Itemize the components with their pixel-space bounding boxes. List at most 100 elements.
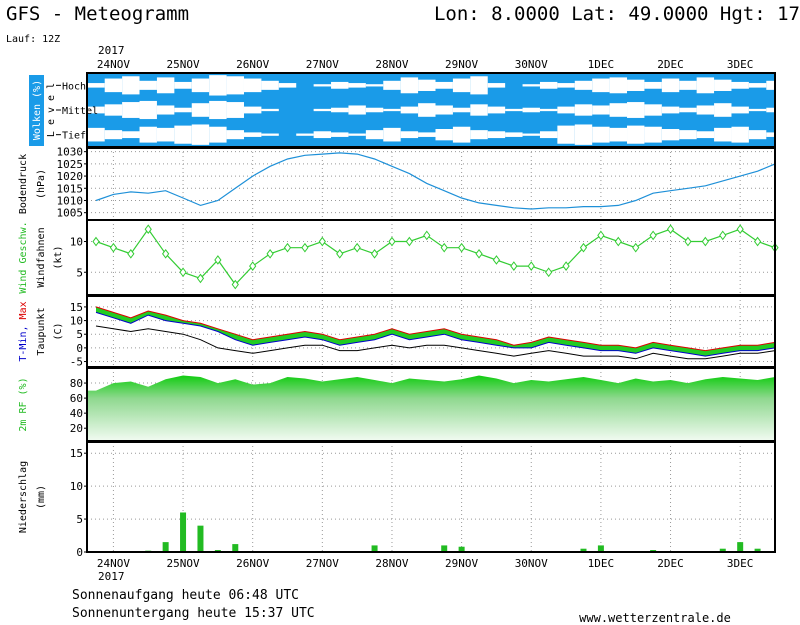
x-tick-label: 26NOV	[236, 58, 269, 71]
y-axis-label: Wind Geschw.	[18, 221, 29, 293]
cloud-cell	[418, 132, 436, 137]
cloud-cell	[679, 107, 697, 113]
x-tick-label: 30NOV	[515, 58, 548, 71]
cloud-cell	[418, 79, 436, 91]
cloud-cell	[522, 84, 540, 87]
y-axis-label-part: (hPa)	[36, 169, 47, 199]
x-tick-label: 29NOV	[445, 557, 478, 570]
cloud-cell	[627, 125, 645, 144]
bar	[197, 525, 204, 552]
bar	[371, 545, 378, 552]
level-name: Mittel	[62, 106, 98, 117]
cloud-cell	[400, 106, 419, 114]
x-tick-label: 26NOV	[236, 557, 269, 570]
cloud-cell	[574, 124, 593, 145]
marker	[283, 242, 292, 253]
cloud-cell	[539, 108, 558, 112]
level-label: L e v e l	[46, 83, 57, 137]
cloud-cell	[383, 108, 401, 112]
cloud-cell	[452, 78, 471, 93]
bar	[458, 546, 465, 552]
x-tick-label: 1DEC	[588, 557, 615, 570]
y-tick-label: -5	[70, 356, 83, 369]
bar	[754, 548, 761, 552]
marker	[196, 273, 205, 284]
line	[95, 228, 776, 286]
cloud-cell	[435, 105, 453, 115]
marker	[370, 248, 379, 259]
cloud-cell	[400, 131, 419, 139]
cloud-cell	[226, 76, 244, 95]
cloud-cell	[139, 126, 157, 143]
cloud-cell	[348, 83, 366, 88]
y-axis-label-part: Taupunkt	[36, 307, 47, 355]
y-axis-label: (hPa)	[36, 169, 47, 199]
cloud-cell	[731, 126, 749, 143]
x-tick-label: 27NOV	[306, 557, 339, 570]
cloud-cell	[209, 75, 227, 96]
y-axis-label: (kt)	[53, 245, 64, 269]
y-tick-label: 0	[76, 546, 83, 559]
marker	[492, 255, 501, 265]
cloud-cell	[661, 129, 680, 141]
cloud-cell	[714, 127, 732, 142]
y-axis-label-part: Bodendruck	[18, 154, 29, 214]
cloud-cell	[122, 102, 140, 118]
marker	[353, 242, 361, 253]
cloud-cell	[278, 83, 297, 88]
cloud-cell	[87, 127, 105, 142]
line	[95, 306, 776, 352]
cloud-cell	[435, 81, 453, 89]
y-tick-label: 5	[76, 513, 83, 526]
cloud-cell	[487, 83, 506, 88]
cloud-cell	[748, 130, 767, 140]
cloud-cell	[452, 107, 471, 113]
bar	[719, 548, 726, 552]
cloud-cell	[331, 107, 349, 113]
cloud-cell	[574, 104, 593, 116]
line	[95, 152, 776, 210]
cloud-cell	[522, 107, 540, 113]
cloud-label: Wolken (%)	[32, 80, 43, 140]
cloud-cell	[470, 76, 488, 95]
cloud-cell	[226, 102, 244, 118]
marker	[301, 242, 309, 253]
cloud-cell	[174, 107, 192, 113]
cloud-cell	[609, 127, 628, 142]
y-tick-label: 1030	[57, 146, 84, 159]
cloud-cell	[261, 133, 279, 136]
marker	[614, 236, 622, 247]
line	[95, 311, 776, 357]
cloud-cell	[209, 100, 227, 120]
marker	[579, 242, 588, 253]
y-axis-label-part: (mm)	[36, 485, 47, 509]
bar	[162, 542, 169, 552]
x-tick-label: 28NOV	[375, 58, 408, 71]
marker	[753, 236, 762, 247]
bar	[441, 545, 448, 552]
bar	[737, 542, 744, 552]
marker	[92, 236, 100, 247]
y-axis-label: Niederschlag	[18, 461, 29, 533]
cloud-cell	[313, 131, 332, 139]
marker	[249, 261, 257, 271]
cloud-cell	[487, 106, 506, 114]
y-tick-label: 10	[70, 480, 83, 493]
marker	[336, 248, 344, 259]
marker	[475, 248, 483, 259]
marker	[736, 224, 744, 235]
marker	[527, 261, 535, 271]
y-tick-label: 1020	[57, 170, 84, 183]
panel-frame	[86, 147, 776, 221]
y-axis-label-part: Wind Geschw.	[18, 221, 29, 293]
x-tick-label: 28NOV	[375, 557, 408, 570]
marker	[666, 224, 675, 235]
level-name: Hoch	[62, 81, 86, 92]
cloud-cell	[243, 78, 262, 93]
cloud-cell	[661, 78, 680, 93]
x-tick-label: 27NOV	[306, 58, 339, 71]
cloud-cell	[627, 102, 645, 118]
location: Lon: 8.0000 Lat: 49.0000 Hgt: 17	[434, 3, 800, 25]
y-axis-label: Taupunkt	[36, 307, 47, 355]
y-tick-label: 20	[70, 422, 83, 435]
